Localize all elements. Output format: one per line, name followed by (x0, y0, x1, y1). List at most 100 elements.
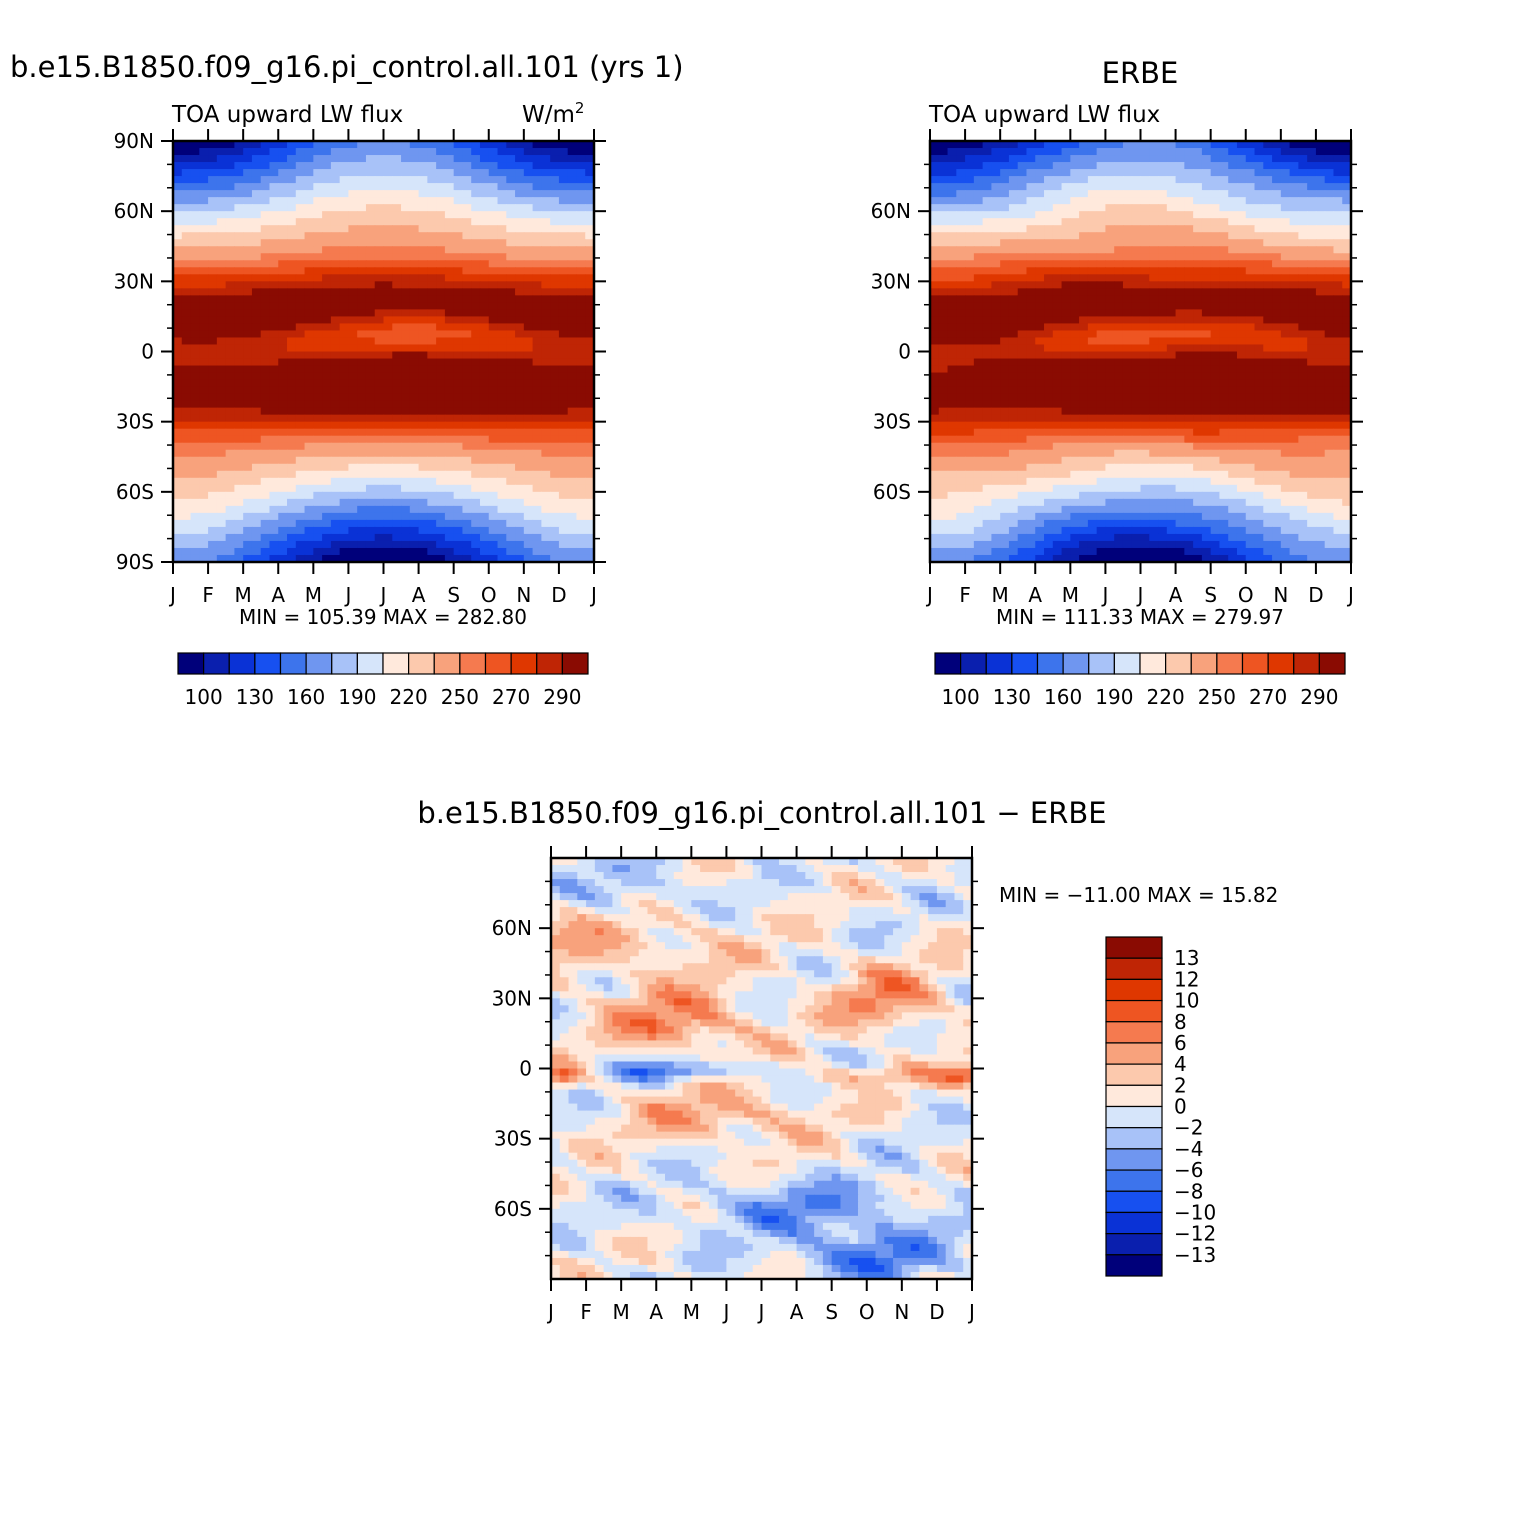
heatmap-cell (295, 232, 306, 240)
heatmap-cell (585, 372, 595, 381)
heatmap-cell (1140, 169, 1150, 177)
heatmap-cell (541, 344, 551, 353)
heatmap-cell (409, 274, 420, 282)
heatmap-cell (479, 344, 490, 353)
heatmap-cell (190, 190, 200, 198)
heatmap-cell (523, 498, 534, 507)
heatmap-cell (982, 344, 992, 353)
heatmap-cell (1324, 253, 1335, 261)
heatmap-cell (401, 183, 411, 191)
heatmap-cell (532, 330, 542, 339)
heatmap-cell (409, 512, 420, 521)
heatmap-cell (374, 246, 385, 254)
heatmap-cell (401, 246, 411, 254)
heatmap-cell (374, 169, 385, 177)
heatmap-cell (339, 232, 350, 240)
heatmap-cell (322, 162, 332, 170)
heatmap-cell (567, 330, 578, 339)
heatmap-cell (453, 246, 464, 254)
heatmap-cell (427, 169, 437, 177)
heatmap-cell (365, 274, 376, 282)
heatmap-cell (1324, 337, 1335, 346)
heatmap-cell (488, 365, 499, 374)
heatmap-cell (523, 442, 534, 451)
heatmap-cell (199, 281, 209, 289)
heatmap-cell (1289, 246, 1299, 254)
heatmap-cell (173, 554, 183, 563)
heatmap-cell (453, 169, 464, 177)
heatmap-cell (216, 316, 227, 325)
heatmap-cell (965, 225, 975, 233)
heatmap-cell (1263, 267, 1273, 275)
heatmap-cell (1000, 414, 1010, 423)
heatmap-cell (199, 519, 209, 528)
heatmap-cell (427, 141, 437, 149)
heatmap-cell (339, 211, 350, 219)
heatmap-cell (497, 365, 507, 374)
heatmap-cell (1114, 379, 1124, 388)
heatmap-cell (392, 414, 402, 423)
heatmap-cell (374, 372, 385, 381)
heatmap-cell (532, 141, 542, 149)
heatmap-cell (1324, 148, 1335, 156)
heatmap-cell (982, 260, 992, 268)
heatmap-cell (567, 372, 578, 381)
heatmap-cell (532, 309, 542, 318)
heatmap-cell (409, 547, 420, 556)
heatmap-cell (418, 190, 428, 198)
heatmap-cell (190, 330, 200, 339)
heatmap-cell (243, 477, 253, 486)
heatmap-cell (1333, 302, 1343, 310)
heatmap-cell (1070, 379, 1080, 388)
heatmap-cell (1219, 421, 1229, 430)
heatmap-cell (532, 218, 542, 226)
heatmap-cell (409, 211, 420, 219)
heatmap-cell (243, 295, 253, 303)
heatmap-cell (1263, 218, 1273, 226)
heatmap-cell (251, 358, 262, 367)
heatmap-cell (287, 218, 297, 226)
heatmap-cell (453, 414, 464, 423)
heatmap-cell (1228, 176, 1238, 184)
heatmap-cell (1245, 344, 1256, 353)
heatmap-cell (234, 498, 244, 507)
heatmap-cell (947, 295, 957, 303)
heatmap-cell (295, 246, 306, 254)
heatmap-cell (1201, 204, 1212, 212)
heatmap-cell (365, 421, 376, 430)
heatmap-cell (1149, 155, 1159, 163)
heatmap-cell (1044, 372, 1054, 381)
heatmap-cell (462, 281, 472, 289)
heatmap-cell (444, 463, 455, 472)
heatmap-cell (295, 498, 306, 507)
heatmap-cell (1131, 141, 1142, 149)
heatmap-cell (234, 533, 244, 542)
heatmap-cell (383, 337, 393, 346)
heatmap-cell (199, 505, 209, 514)
heatmap-cell (973, 407, 984, 416)
heatmap-cell (1026, 330, 1036, 339)
heatmap-cell (181, 190, 192, 198)
heatmap-cell (497, 260, 507, 268)
heatmap-cell (541, 498, 551, 507)
heatmap-cell (1035, 141, 1045, 149)
heatmap-cell (938, 407, 949, 416)
heatmap-cell (199, 358, 209, 367)
heatmap-cell (295, 155, 306, 163)
heatmap-cell (436, 323, 446, 332)
heatmap-cell (488, 547, 499, 556)
heatmap-cell (1008, 414, 1019, 423)
heatmap-cell (991, 204, 1001, 212)
heatmap-cell (383, 225, 393, 233)
heatmap-cell (1035, 351, 1045, 360)
heatmap-cell (374, 428, 385, 437)
heatmap-cell (488, 477, 499, 486)
heatmap-cell (982, 183, 992, 191)
heatmap-cell (558, 554, 569, 563)
heatmap-cell (427, 351, 437, 360)
heatmap-cell (1263, 239, 1273, 247)
heatmap-cell (1061, 351, 1071, 360)
heatmap-cell (1166, 148, 1177, 156)
heatmap-cell (208, 449, 218, 458)
